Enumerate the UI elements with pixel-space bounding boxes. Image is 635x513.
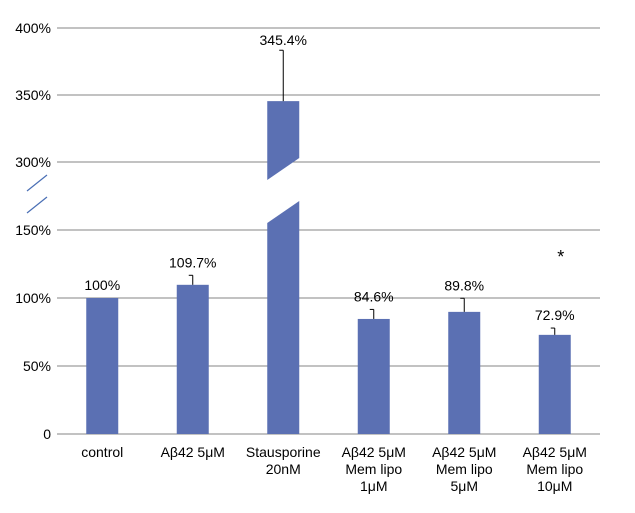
bar	[448, 311, 481, 434]
data-label: 109.7%	[169, 254, 216, 270]
y-tick-label: 400%	[15, 20, 51, 36]
gridlines	[57, 27, 600, 435]
category-label: Aβ42 5μM Mem lipo 10μM	[523, 444, 587, 494]
bars	[86, 49, 571, 434]
data-label: 72.9%	[535, 307, 575, 323]
axis-break-mark	[26, 174, 48, 192]
category-label: Aβ42 5μM	[161, 444, 225, 460]
axis-break-marks	[26, 174, 48, 214]
y-tick-label: 0	[43, 426, 51, 442]
category-label: Stausporine 20nM	[246, 444, 321, 477]
category-label: Aβ42 5μM Mem lipo 1μM	[342, 444, 406, 494]
bar	[86, 298, 119, 434]
significance-star: *	[557, 247, 564, 267]
y-tick-label: 300%	[15, 154, 51, 170]
data-label: 345.4%	[260, 32, 307, 48]
x-axis-category-labels: control Aβ42 5μM Stausporine 20nM Aβ42 5μM Me…	[81, 444, 587, 494]
data-label: 84.6%	[354, 288, 394, 304]
data-labels: 100% 109.7% 345.4% 84.6% 89.8% 72.9% *	[84, 32, 574, 323]
axis-break-mark	[26, 196, 48, 214]
data-label: 100%	[84, 277, 120, 293]
category-label: control	[81, 444, 123, 460]
bar	[267, 101, 300, 180]
bar	[538, 334, 571, 434]
y-tick-label: 150%	[15, 222, 51, 238]
y-axis-tick-labels: 0 50% 100% 150% 300% 350% 400%	[15, 20, 51, 442]
y-tick-label: 350%	[15, 87, 51, 103]
y-tick-label: 50%	[23, 358, 51, 374]
category-label: Aβ42 5μM Mem lipo 5μM	[432, 444, 496, 494]
y-tick-label: 100%	[15, 290, 51, 306]
data-label: 89.8%	[444, 277, 484, 293]
bar	[267, 201, 300, 434]
bar	[357, 318, 390, 434]
bar	[176, 284, 209, 434]
